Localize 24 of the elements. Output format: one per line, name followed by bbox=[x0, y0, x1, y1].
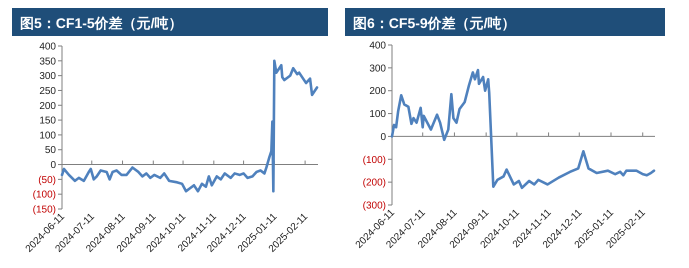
y-tick-label: (50) bbox=[38, 174, 56, 186]
chart-title: 图6：CF5-9价差（元/吨） bbox=[353, 15, 516, 31]
line-series bbox=[390, 68, 656, 190]
y-tick-label: 400 bbox=[39, 42, 56, 52]
y-tick-label: 300 bbox=[39, 71, 56, 82]
y-tick-label: 250 bbox=[39, 86, 56, 97]
y-tick-label: 350 bbox=[39, 56, 56, 68]
y-tick-label: (150) bbox=[32, 204, 56, 216]
y-tick-label: 200 bbox=[39, 100, 56, 112]
y-tick-label: (300) bbox=[362, 200, 386, 212]
y-tick-label: (100) bbox=[32, 190, 56, 201]
y-tick-label: 50 bbox=[44, 145, 56, 156]
y-tick-label: 300 bbox=[369, 63, 386, 74]
y-tick-label: 0 bbox=[380, 132, 386, 143]
chart-title: 图5：CF1-5价差（元/吨） bbox=[20, 15, 183, 31]
y-tick-label: (200) bbox=[362, 178, 386, 189]
y-tick-label: 150 bbox=[39, 116, 56, 127]
line-series bbox=[60, 60, 318, 193]
y-tick-label: 400 bbox=[369, 40, 386, 52]
y-tick-label: 0 bbox=[50, 160, 56, 172]
y-tick-label: (100) bbox=[362, 154, 386, 166]
y-tick-label: 100 bbox=[369, 109, 386, 120]
y-tick-label: 200 bbox=[369, 86, 386, 98]
y-tick-label: 100 bbox=[39, 130, 56, 142]
